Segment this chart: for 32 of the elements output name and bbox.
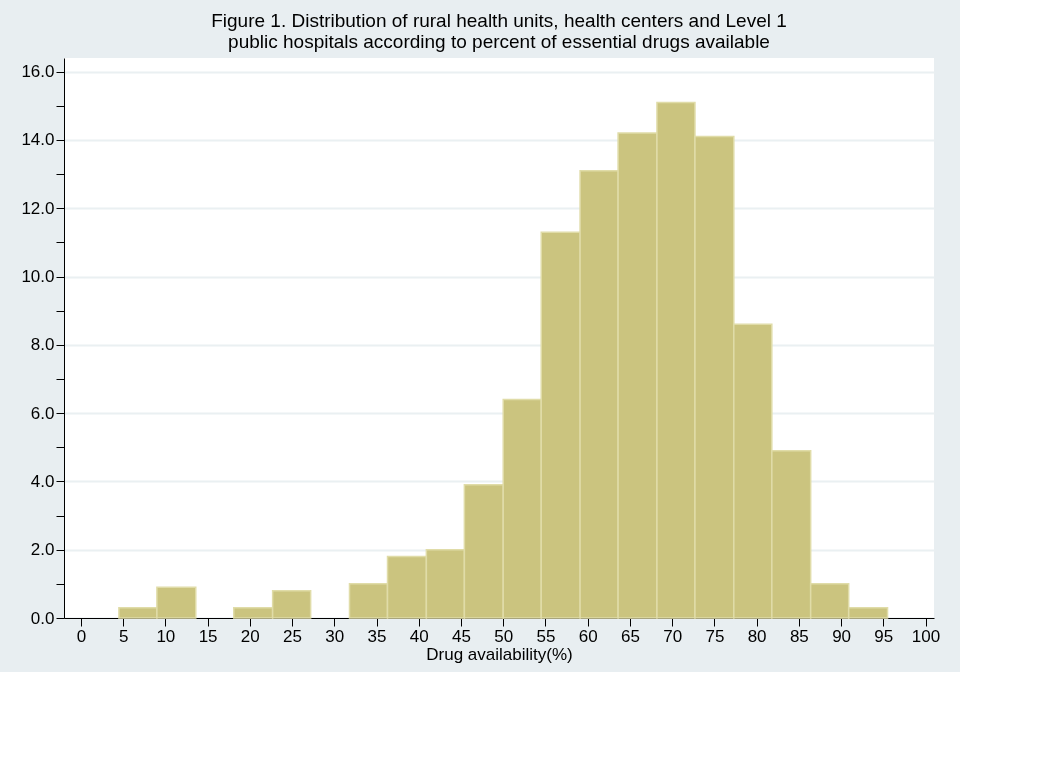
x-tick-label: 0 [76,626,87,646]
x-tick-label: 85 [789,626,809,646]
y-tick-label: 8.0 [30,335,55,355]
y-tick-label: 16.0 [21,62,55,82]
x-tick-label: 70 [663,626,683,646]
chart-title: Figure 1. Distribution of rural health units, health centers and Level 1 public hospitals according to percent of essential drugs available [211,10,787,52]
x-tick-label: 55 [536,626,556,646]
x-tick-label: 25 [283,626,303,646]
x-tick-label: 10 [156,626,176,646]
y-tick-label: 2.0 [30,540,55,560]
y-tick-label: 12.0 [21,198,55,218]
x-tick-label: 80 [747,626,767,646]
x-tick-label: 65 [620,626,640,646]
x-tick-label: 45 [452,626,471,646]
x-tick-label: 15 [198,626,218,646]
x-axis-title: Drug availability(%) [426,644,573,664]
x-tick-label: 90 [832,626,852,646]
x-tick-label: 30 [325,626,345,646]
x-tick-label: 95 [874,626,894,646]
x-tick-label: 50 [494,626,514,646]
y-tick-label: 4.0 [30,471,55,491]
x-tick-label: 40 [409,626,429,646]
y-tick-label: 14.0 [21,130,55,150]
x-tick-label: 60 [578,626,598,646]
x-tick-label: 100 [911,626,941,646]
x-tick-label: 5 [118,626,129,646]
y-tick-label: 0.0 [30,608,55,628]
x-tick-label: 20 [240,626,260,646]
y-tick-label: 10.0 [21,267,55,287]
y-tick-label: 6.0 [30,403,55,423]
x-tick-label: 75 [705,626,725,646]
x-tick-label: 35 [367,626,387,646]
